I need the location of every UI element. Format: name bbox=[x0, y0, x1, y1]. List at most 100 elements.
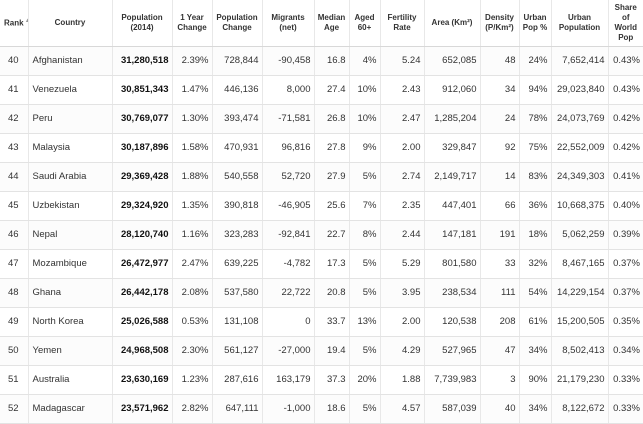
cell-migrants: 163,179 bbox=[262, 365, 315, 395]
col-header-yearly-change[interactable]: 1 Year Change bbox=[172, 0, 213, 47]
cell-migrants: -46,905 bbox=[262, 191, 315, 221]
cell-density: 3 bbox=[480, 365, 520, 395]
cell-urban-pct: 54% bbox=[519, 278, 552, 308]
col-header-pop-change[interactable]: Population Change bbox=[212, 0, 263, 47]
col-header-aged60[interactable]: Aged 60+ bbox=[349, 0, 381, 47]
cell-pop-change: 561,127 bbox=[212, 336, 263, 366]
col-header-country[interactable]: Country bbox=[28, 0, 113, 47]
col-header-density[interactable]: Density (P/Km²) bbox=[480, 0, 520, 47]
cell-world-share: 0.39% bbox=[608, 220, 643, 250]
cell-density: 208 bbox=[480, 307, 520, 337]
cell-area: 801,580 bbox=[424, 249, 481, 279]
cell-population: 29,369,428 bbox=[112, 162, 173, 192]
cell-area: 7,739,983 bbox=[424, 365, 481, 395]
cell-migrants: -92,841 bbox=[262, 220, 315, 250]
cell-urban-pct: 36% bbox=[519, 191, 552, 221]
cell-country: Malaysia bbox=[28, 133, 113, 163]
cell-yearly-change: 1.35% bbox=[172, 191, 213, 221]
cell-pop-change: 540,558 bbox=[212, 162, 263, 192]
cell-country: Peru bbox=[28, 104, 113, 134]
cell-density: 34 bbox=[480, 75, 520, 105]
cell-area: 2,149,717 bbox=[424, 162, 481, 192]
cell-population: 30,851,343 bbox=[112, 75, 173, 105]
col-header-rank[interactable]: Rank▲▼ bbox=[0, 0, 29, 47]
col-header-world-share[interactable]: Share of World Pop bbox=[608, 0, 643, 47]
cell-world-share: 0.43% bbox=[608, 75, 643, 105]
cell-migrants: -90,458 bbox=[262, 46, 315, 76]
cell-yearly-change: 0.53% bbox=[172, 307, 213, 337]
sort-arrows-icon[interactable]: ▲▼ bbox=[24, 18, 28, 25]
cell-pop-change: 390,818 bbox=[212, 191, 263, 221]
cell-urban-pct: 75% bbox=[519, 133, 552, 163]
cell-country: Venezuela bbox=[28, 75, 113, 105]
cell-density: 33 bbox=[480, 249, 520, 279]
cell-area: 147,181 bbox=[424, 220, 481, 250]
cell-area: 329,847 bbox=[424, 133, 481, 163]
col-header-urban-pop[interactable]: Urban Population bbox=[551, 0, 609, 47]
cell-density: 14 bbox=[480, 162, 520, 192]
cell-country: Saudi Arabia bbox=[28, 162, 113, 192]
cell-aged60: 8% bbox=[349, 220, 381, 250]
cell-fertility: 2.35 bbox=[380, 191, 425, 221]
table-body: 40 Afghanistan 31,280,518 2.39% 728,844 -90,4… bbox=[0, 46, 643, 424]
cell-yearly-change: 1.23% bbox=[172, 365, 213, 395]
table-row[interactable]: 42 Peru 30,769,077 1.30% 393,474 -71,581 26.8 1… bbox=[0, 104, 643, 134]
cell-median-age: 25.6 bbox=[314, 191, 350, 221]
cell-median-age: 22.7 bbox=[314, 220, 350, 250]
cell-area: 652,085 bbox=[424, 46, 481, 76]
col-header-migrants[interactable]: Migrants (net) bbox=[262, 0, 315, 47]
cell-yearly-change: 1.30% bbox=[172, 104, 213, 134]
cell-rank: 46 bbox=[0, 220, 29, 250]
cell-fertility: 2.43 bbox=[380, 75, 425, 105]
cell-pop-change: 446,136 bbox=[212, 75, 263, 105]
table-row[interactable]: 41 Venezuela 30,851,343 1.47% 446,136 8,000 27… bbox=[0, 75, 643, 105]
cell-density: 48 bbox=[480, 46, 520, 76]
cell-country: Australia bbox=[28, 365, 113, 395]
cell-urban-pop: 24,349,303 bbox=[551, 162, 609, 192]
table-row[interactable]: 44 Saudi Arabia 29,369,428 1.88% 540,558 52,7… bbox=[0, 162, 643, 192]
table-row[interactable]: 48 Ghana 26,442,178 2.08% 537,580 22,722 20.8 5… bbox=[0, 278, 643, 308]
table-row[interactable]: 50 Yemen 24,968,508 2.30% 561,127 -27,000 19.4… bbox=[0, 336, 643, 366]
table-row[interactable]: 43 Malaysia 30,187,896 1.58% 470,931 96,816 27… bbox=[0, 133, 643, 163]
cell-density: 24 bbox=[480, 104, 520, 134]
cell-aged60: 9% bbox=[349, 133, 381, 163]
table-row[interactable]: 46 Nepal 28,120,740 1.16% 323,283 -92,841 22.7… bbox=[0, 220, 643, 250]
cell-yearly-change: 2.39% bbox=[172, 46, 213, 76]
cell-median-age: 19.4 bbox=[314, 336, 350, 366]
cell-median-age: 27.4 bbox=[314, 75, 350, 105]
table-row[interactable]: 49 North Korea 25,026,588 0.53% 131,108 0 33.7… bbox=[0, 307, 643, 337]
cell-urban-pop: 22,552,009 bbox=[551, 133, 609, 163]
cell-migrants: 22,722 bbox=[262, 278, 315, 308]
table-row[interactable]: 45 Uzbekistan 29,324,920 1.35% 390,818 -46,90… bbox=[0, 191, 643, 221]
table-row[interactable]: 47 Mozambique 26,472,977 2.47% 639,225 -4,782… bbox=[0, 249, 643, 279]
col-header-area[interactable]: Area (Km²) bbox=[424, 0, 481, 47]
cell-aged60: 5% bbox=[349, 162, 381, 192]
cell-density: 111 bbox=[480, 278, 520, 308]
col-header-median-age[interactable]: Median Age bbox=[314, 0, 350, 47]
cell-migrants: -71,581 bbox=[262, 104, 315, 134]
cell-pop-change: 728,844 bbox=[212, 46, 263, 76]
cell-fertility: 2.44 bbox=[380, 220, 425, 250]
cell-world-share: 0.41% bbox=[608, 162, 643, 192]
cell-rank: 43 bbox=[0, 133, 29, 163]
cell-urban-pct: 34% bbox=[519, 336, 552, 366]
col-header-urban-pct[interactable]: Urban Pop % bbox=[519, 0, 552, 47]
cell-area: 1,285,204 bbox=[424, 104, 481, 134]
col-header-fertility[interactable]: Fertility Rate bbox=[380, 0, 425, 47]
col-header-rank-label: Rank bbox=[4, 19, 24, 29]
cell-rank: 45 bbox=[0, 191, 29, 221]
cell-urban-pct: 83% bbox=[519, 162, 552, 192]
cell-aged60: 10% bbox=[349, 104, 381, 134]
cell-urban-pct: 78% bbox=[519, 104, 552, 134]
table-row[interactable]: 40 Afghanistan 31,280,518 2.39% 728,844 -90,4… bbox=[0, 46, 643, 76]
table-row[interactable]: 51 Australia 23,630,169 1.23% 287,616 163,179… bbox=[0, 365, 643, 395]
cell-urban-pct: 18% bbox=[519, 220, 552, 250]
cell-world-share: 0.40% bbox=[608, 191, 643, 221]
cell-migrants: 52,720 bbox=[262, 162, 315, 192]
cell-fertility: 3.95 bbox=[380, 278, 425, 308]
col-header-population[interactable]: Population (2014) bbox=[112, 0, 173, 47]
cell-aged60: 5% bbox=[349, 278, 381, 308]
cell-country: Nepal bbox=[28, 220, 113, 250]
cell-aged60: 13% bbox=[349, 307, 381, 337]
